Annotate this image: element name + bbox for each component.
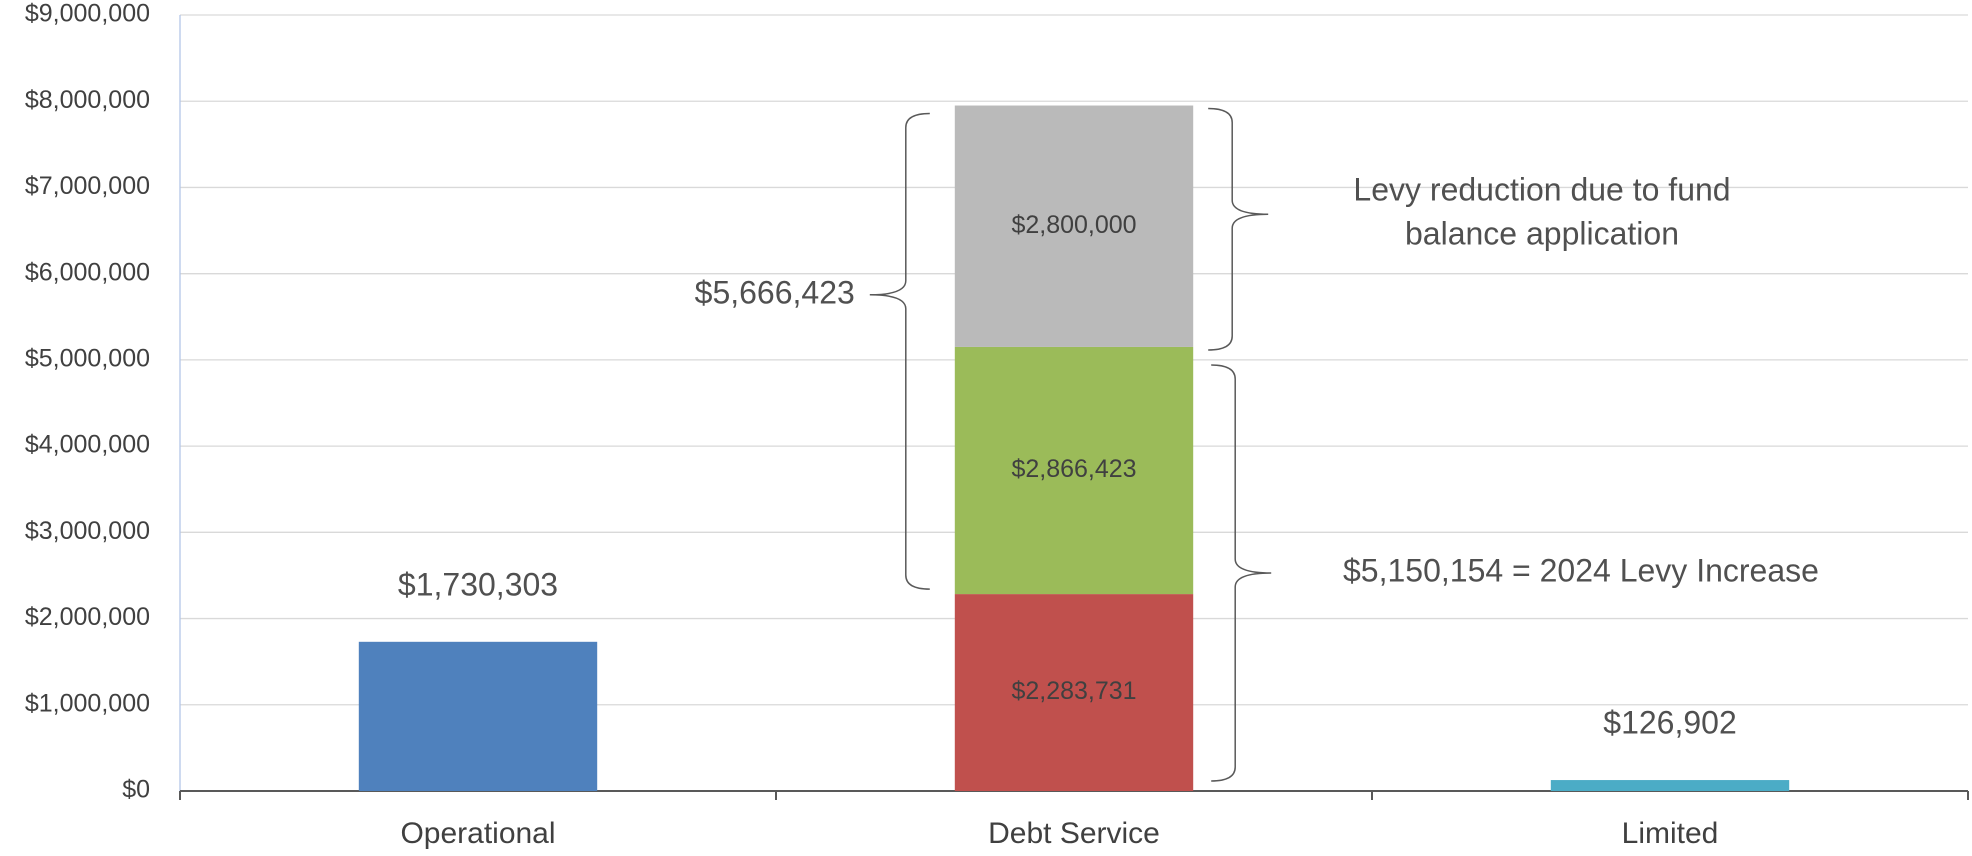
annotation: $5,150,154 = 2024 Levy Increase — [1343, 552, 1819, 588]
y-tick-label: $8,000,000 — [25, 86, 150, 114]
x-tick-label: Limited — [1622, 817, 1719, 850]
x-tick-label: Debt Service — [988, 817, 1160, 850]
brace — [1211, 364, 1272, 782]
x-tick-label: Operational — [400, 817, 555, 850]
y-tick-label: $1,000,000 — [25, 689, 150, 717]
data-label: $2,866,423 — [1011, 455, 1136, 483]
bar-segment — [954, 594, 1194, 791]
data-label: $126,902 — [1603, 705, 1736, 741]
data-label: $2,800,000 — [1011, 211, 1136, 239]
bar-segment — [954, 105, 1194, 347]
brace — [869, 112, 930, 590]
y-tick-label: $0 — [122, 776, 150, 804]
y-tick-label: $4,000,000 — [25, 431, 150, 459]
data-label: $1,730,303 — [398, 566, 558, 602]
annotation: balance application — [1405, 216, 1679, 252]
bar-segment — [358, 641, 598, 791]
y-tick-label: $2,000,000 — [25, 603, 150, 631]
bar-segment — [1550, 780, 1790, 791]
y-tick-label: $7,000,000 — [25, 172, 150, 200]
y-tick-label: $3,000,000 — [25, 517, 150, 545]
y-tick-label: $9,000,000 — [25, 0, 150, 28]
y-tick-label: $5,000,000 — [25, 344, 150, 372]
bar-segment — [954, 346, 1194, 595]
annotation: Levy reduction due to fund — [1353, 172, 1730, 208]
annotation: $5,666,423 — [695, 274, 855, 310]
data-label: $2,283,731 — [1011, 677, 1136, 705]
y-tick-label: $6,000,000 — [25, 258, 150, 286]
brace — [1208, 107, 1269, 351]
